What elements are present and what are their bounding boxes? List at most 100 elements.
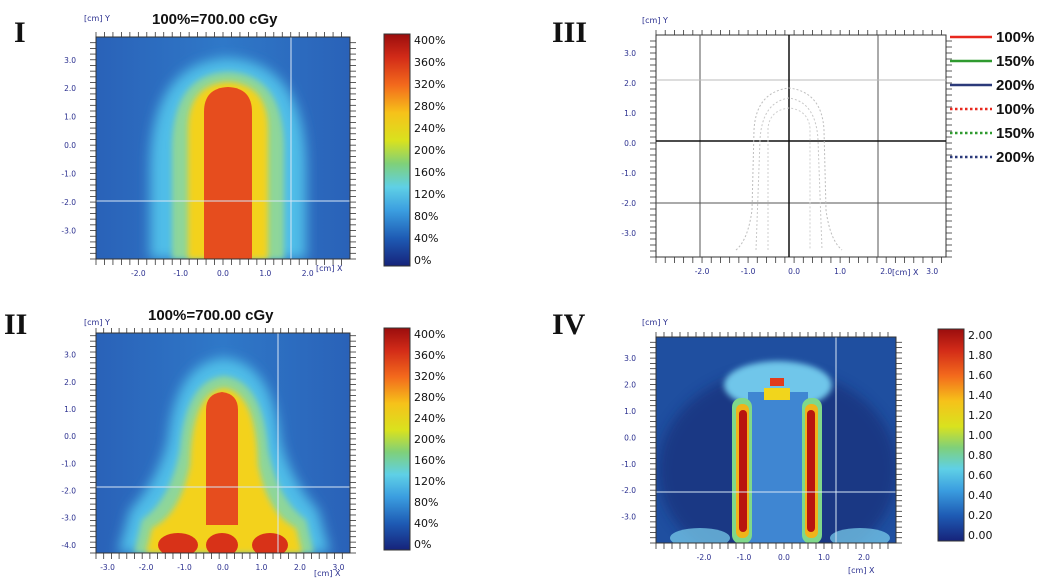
- colorbar-label: 320%: [414, 78, 445, 91]
- panel-iv-ticks: 3.0 2.0 1.0 0.0 -1.0 -2.0 -3.0 -2.0 -1.0 0.0 1.0 2.…: [621, 332, 902, 562]
- x-tick-label: 3.0: [332, 563, 344, 572]
- y-tick-label: 3.0: [624, 354, 636, 363]
- colorbar-label: 0.20: [968, 509, 993, 522]
- panel-i-y-axis-label: [cm] Y: [84, 14, 110, 23]
- colorbar-label: 40%: [414, 232, 438, 245]
- x-tick-label: 0.0: [217, 563, 229, 572]
- x-tick-label: -1.0: [173, 269, 188, 278]
- colorbar-label: 80%: [414, 210, 438, 223]
- colorbar-label: 0.80: [968, 449, 993, 462]
- panel-i-x-axis-label: [cm] X: [316, 264, 343, 273]
- colorbar-label: 1.40: [968, 389, 993, 402]
- y-tick-label: 1.0: [64, 405, 76, 414]
- x-tick-label: 2.0: [880, 267, 892, 276]
- x-tick-label: 2.0: [294, 563, 306, 572]
- panel-iv-core: [748, 392, 808, 543]
- panel-ii-ticks: 3.0 2.0 1.0 0.0 -1.0 -2.0 -3.0 -4.0 -3.0 -2.0 -1.0…: [61, 328, 356, 572]
- colorbar-label: 320%: [414, 370, 445, 383]
- x-tick-label: -2.0: [697, 553, 712, 562]
- y-tick-label: -3.0: [61, 514, 76, 523]
- panel-ii-colorbar-labels: 400% 360% 320% 280% 240% 200% 160% 120% 80% 40% 0%: [414, 328, 445, 551]
- x-tick-label: 2.0: [302, 269, 314, 278]
- panel-iii-x-axis-label: [cm] X: [892, 268, 919, 277]
- y-tick-label: 0.0: [624, 433, 636, 442]
- legend-label: 200%: [996, 149, 1034, 166]
- x-tick-label: -2.0: [695, 267, 710, 276]
- colorbar-label: 160%: [414, 166, 445, 179]
- panel-iv-colorbar: [937, 328, 965, 542]
- x-tick-label: -3.0: [100, 563, 115, 572]
- colorbar-label: 200%: [414, 433, 445, 446]
- legend-label: 200%: [996, 77, 1034, 94]
- x-tick-label: 0.0: [788, 267, 800, 276]
- x-tick-label: 2.0: [858, 553, 870, 562]
- y-tick-label: 2.0: [624, 381, 636, 390]
- x-tick-label: -1.0: [737, 553, 752, 562]
- y-tick-label: 0.0: [64, 141, 76, 150]
- panel-iii-plot: [655, 34, 947, 258]
- y-tick-label: 3.0: [64, 351, 76, 360]
- x-tick-label: 1.0: [256, 563, 268, 572]
- y-tick-label: -1.0: [621, 169, 636, 178]
- colorbar-label: 120%: [414, 475, 445, 488]
- colorbar-label: 400%: [414, 34, 445, 47]
- x-tick-label: 1.0: [259, 269, 271, 278]
- y-tick-label: -4.0: [61, 541, 76, 550]
- x-tick-label: -2.0: [131, 269, 146, 278]
- colorbar-label: 1.80: [968, 349, 993, 362]
- x-tick-label: 1.0: [818, 553, 830, 562]
- colorbar-label: 80%: [414, 496, 438, 509]
- panel-ii-x-axis-label: [cm] X: [314, 569, 341, 578]
- y-tick-label: 2.0: [64, 378, 76, 387]
- panel-label-ii: II: [4, 308, 28, 341]
- colorbar-label: 0.00: [968, 529, 993, 542]
- panel-ii-title: 100%=700.00 cGy: [148, 307, 274, 324]
- panel-i-colorbar-labels: 400% 360% 320% 280% 240% 200% 160% 120% 80% 40% 0%: [414, 34, 445, 267]
- panel-iv-hot-right: [807, 410, 815, 532]
- colorbar-label: 1.00: [968, 429, 993, 442]
- panel-iv-x-axis-label: [cm] X: [848, 566, 875, 575]
- colorbar-label: 0.40: [968, 489, 993, 502]
- panel-i-ticks: 3.0 2.0 1.0 0.0 -1.0 -2.0 -3.0 -2.0 -1.0 0.0 1.0 2.…: [61, 32, 356, 278]
- panel-ii-hotspot-right: [252, 533, 288, 553]
- panel-iv-plot: [655, 336, 897, 544]
- panel-i-title: 100%=700.00 cGy: [152, 11, 278, 28]
- y-tick-label: 1.0: [624, 109, 636, 118]
- y-tick-label: -1.0: [621, 460, 636, 469]
- panel-ii-y-axis-label: [cm] Y: [84, 318, 110, 327]
- y-tick-label: -3.0: [621, 513, 636, 522]
- y-tick-label: 3.0: [624, 49, 636, 58]
- panel-iv-hot-left: [739, 410, 747, 532]
- panel-i-colorbar: [383, 33, 411, 267]
- y-tick-label: 2.0: [624, 79, 636, 88]
- panel-ii-colorbar: [383, 327, 411, 551]
- panel-ii-dose-320: [206, 392, 238, 525]
- panel-iv-y-axis-label: [cm] Y: [642, 318, 668, 327]
- colorbar-label: 120%: [414, 188, 445, 201]
- colorbar-label: 0%: [414, 254, 431, 267]
- y-tick-label: -3.0: [61, 227, 76, 236]
- colorbar-label: 240%: [414, 412, 445, 425]
- x-tick-label: 1.0: [834, 267, 846, 276]
- y-tick-label: -1.0: [61, 170, 76, 179]
- y-tick-label: 1.0: [624, 407, 636, 416]
- colorbar-label: 280%: [414, 100, 445, 113]
- colorbar-label: 2.00: [968, 329, 993, 342]
- y-tick-label: 3.0: [64, 56, 76, 65]
- colorbar-label: 240%: [414, 122, 445, 135]
- legend-label: 100%: [996, 101, 1034, 118]
- panel-iii-isodose-150: [755, 97, 823, 251]
- colorbar-label: 1.60: [968, 369, 993, 382]
- legend-label: 100%: [996, 29, 1034, 46]
- y-tick-label: -2.0: [621, 199, 636, 208]
- panel-iii-y-axis-label: [cm] Y: [642, 16, 668, 25]
- x-tick-label: -2.0: [139, 563, 154, 572]
- panel-ii-plot: [95, 332, 351, 554]
- colorbar-label: 360%: [414, 349, 445, 362]
- panel-ii-hotspot-center: [206, 533, 238, 553]
- y-tick-label: -2.0: [621, 486, 636, 495]
- panel-label-iii: III: [552, 16, 588, 49]
- x-tick-label: 0.0: [778, 553, 790, 562]
- panel-iii-legend: 100% 150% 200% 100% 150% 200%: [950, 29, 1034, 166]
